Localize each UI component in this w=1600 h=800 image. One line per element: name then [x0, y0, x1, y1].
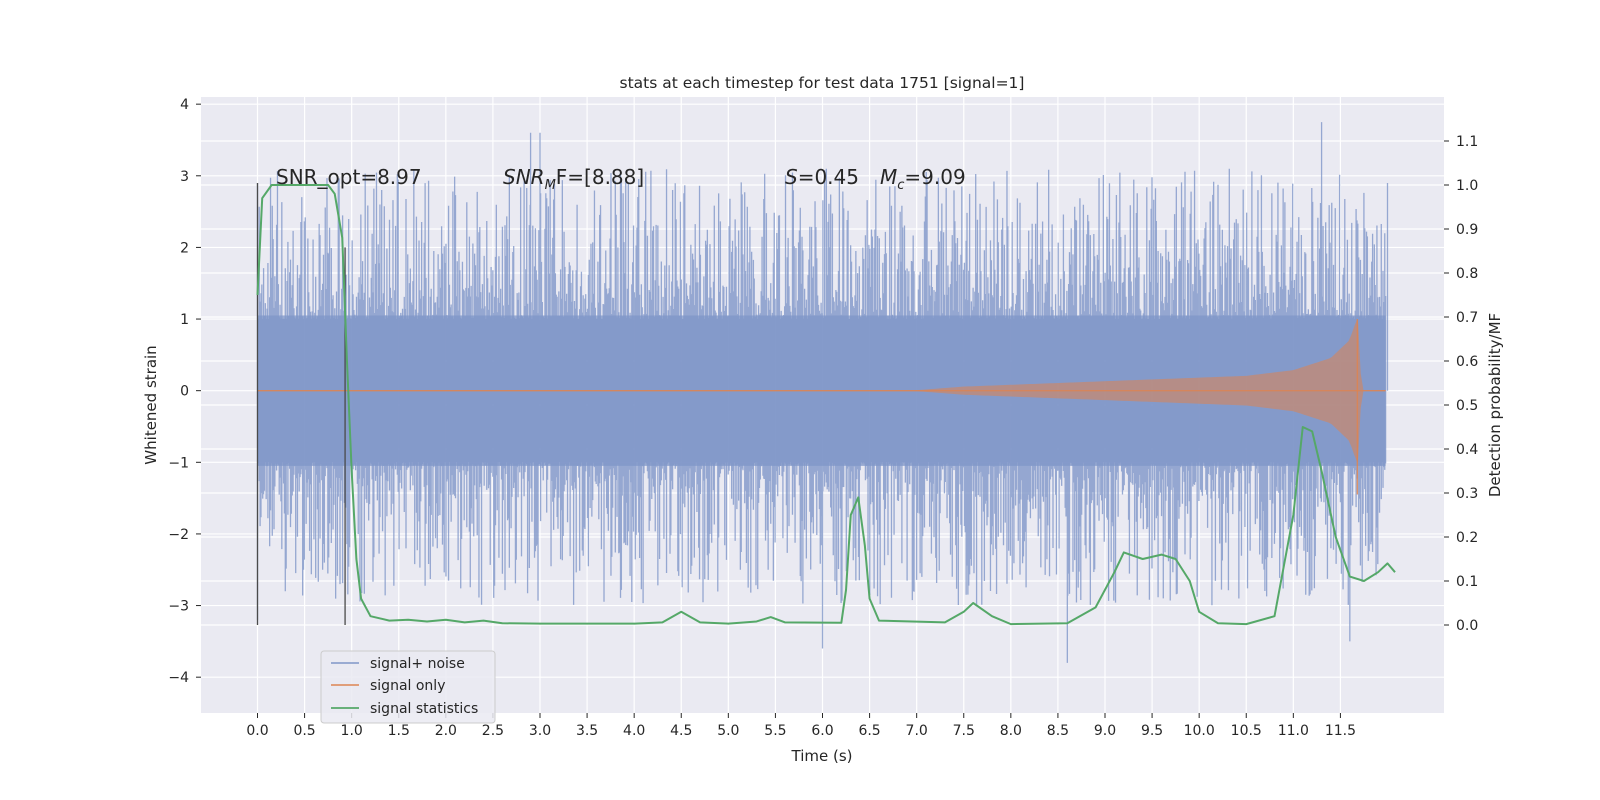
chart-title: stats at each timestep for test data 175…	[620, 74, 1025, 92]
y-left-tick-label: 4	[180, 97, 189, 113]
y-right-tick-label: 0.6	[1456, 354, 1478, 370]
signal-only-series	[257, 319, 1386, 495]
y-left-tick-label: −4	[168, 670, 189, 686]
x-tick-label: 0.0	[246, 723, 268, 739]
x-tick-label: 3.0	[529, 723, 551, 739]
x-tick-label: 11.0	[1278, 723, 1309, 739]
x-tick-label: 9.0	[1094, 723, 1116, 739]
x-tick-label: 8.5	[1047, 723, 1069, 739]
signal-statistics-line	[256, 184, 1396, 626]
y-right-tick-label: 0.8	[1456, 266, 1478, 282]
snr-mf-annotation: SNRMF=[8.88]	[503, 165, 644, 193]
y-right-tick-label: 0.5	[1456, 398, 1478, 414]
mc-annotation: Mc=9.09	[880, 165, 966, 193]
x-tick-label: 6.0	[811, 723, 833, 739]
y-left-tick-label: −2	[168, 527, 189, 543]
legend: signal+ noise signal only signal statist…	[320, 650, 496, 724]
y-left-tick-label: 2	[180, 240, 189, 256]
s-value: =0.45	[798, 165, 859, 189]
y-axis-right-ticks: 1.1 1.0 0.9 0.8 0.7 0.6 0.5 0.4 0.3 0.2 0.1 0.0	[1444, 134, 1478, 634]
legend-label-signal-noise: signal+ noise	[370, 656, 465, 672]
y-right-tick-label: 1.0	[1456, 178, 1478, 194]
x-axis-label: Time (s)	[791, 747, 853, 765]
x-tick-label: 2.5	[482, 723, 504, 739]
y-right-tick-label: 0.2	[1456, 530, 1478, 546]
mc-value: =9.09	[904, 165, 965, 189]
y-right-tick-label: 0.0	[1456, 618, 1478, 634]
x-tick-label: 1.0	[341, 723, 363, 739]
y-left-tick-label: −1	[168, 455, 189, 471]
s-symbol: S	[785, 165, 798, 189]
x-tick-label: 10.5	[1231, 723, 1262, 739]
x-tick-label: 0.5	[293, 723, 315, 739]
snr-opt-annotation: SNR_opt=8.97	[276, 165, 422, 189]
x-tick-label: 5.0	[717, 723, 739, 739]
y-axis-left-ticks: 4 3 2 1 0 −1 −2 −3 −4	[168, 97, 201, 686]
mc-symbol: M	[880, 165, 897, 189]
x-tick-label: 9.5	[1141, 723, 1163, 739]
y-left-tick-label: 0	[180, 384, 189, 400]
y-left-tick-label: 1	[180, 312, 189, 328]
y-right-tick-label: 0.3	[1456, 486, 1478, 502]
y-axis-left-label: Whitened strain	[142, 345, 160, 464]
x-tick-label: 5.5	[764, 723, 786, 739]
y-left-tick-label: −3	[168, 599, 189, 615]
x-tick-label: 11.5	[1325, 723, 1356, 739]
y-right-tick-label: 0.4	[1456, 442, 1478, 458]
x-tick-label: 7.5	[953, 723, 975, 739]
x-tick-label: 8.0	[1000, 723, 1022, 739]
snr-mf-value: F=[8.88]	[556, 165, 644, 189]
snr-mf-subscript: M	[545, 178, 556, 193]
x-tick-label: 3.5	[576, 723, 598, 739]
y-right-tick-label: 1.1	[1456, 134, 1478, 150]
signal-statistics-series	[256, 184, 1396, 626]
mc-subscript: c	[897, 178, 904, 193]
x-tick-label: 4.5	[670, 723, 692, 739]
s-annotation: S=0.45	[785, 165, 859, 189]
y-left-tick-label: 3	[180, 169, 189, 185]
y-right-tick-label: 0.1	[1456, 574, 1478, 590]
y-right-tick-label: 0.9	[1456, 222, 1478, 238]
legend-label-signal-statistics: signal statistics	[370, 701, 478, 717]
y-axis-right-label: Detection probability/MF	[1486, 313, 1504, 497]
y-right-tick-label: 0.7	[1456, 310, 1478, 326]
x-tick-label: 2.0	[435, 723, 457, 739]
x-tick-label: 10.0	[1184, 723, 1215, 739]
legend-label-signal-only: signal only	[370, 678, 445, 694]
legend-box	[320, 650, 496, 724]
x-axis-ticks: 0.0 0.5 1.0 1.5 2.0 2.5 3.0 3.5 4.0 4.5 5.0 5.5 6.0 6…	[246, 713, 1356, 739]
annotations: SNR_opt=8.97 SNRMF=[8.88] S=0.45 Mc=9.09	[276, 165, 966, 193]
x-tick-label: 1.5	[388, 723, 410, 739]
x-tick-label: 7.0	[906, 723, 928, 739]
snr-mf-symbol: SNR	[503, 165, 545, 189]
x-tick-label: 6.5	[858, 723, 880, 739]
x-tick-label: 4.0	[623, 723, 645, 739]
